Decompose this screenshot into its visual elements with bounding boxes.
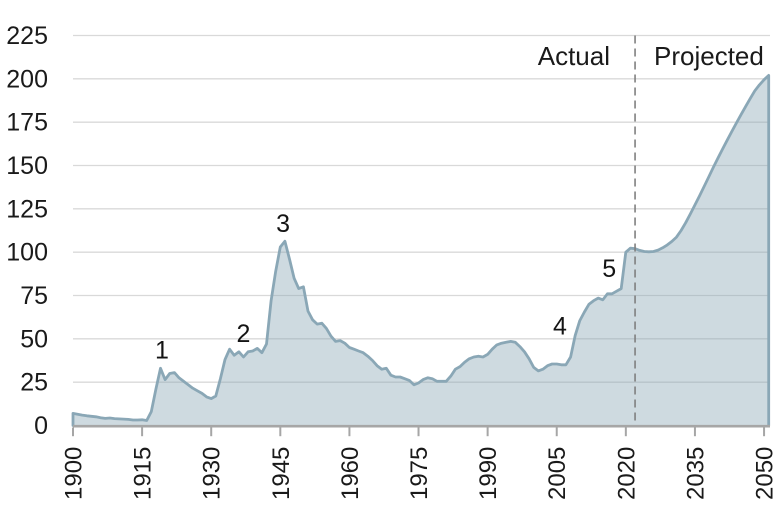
annotation-label: 2 (237, 320, 251, 348)
x-tick-label: 1900 (61, 447, 88, 500)
x-tick-label: 1945 (268, 447, 295, 500)
y-tick-label: 100 (6, 239, 48, 267)
annotation-label: 3 (276, 210, 290, 238)
y-tick-label: 50 (20, 325, 48, 353)
y-tick-label: 175 (6, 109, 48, 137)
x-tick-label: 1990 (475, 447, 502, 500)
x-axis (72, 424, 770, 437)
x-tick-label: 1975 (406, 447, 433, 500)
y-tick-label: 125 (6, 195, 48, 223)
annotation-label: 5 (602, 255, 616, 283)
x-tick-label: 1930 (199, 447, 226, 500)
x-tick-label: 2020 (613, 447, 640, 500)
actual-region-label: Actual (538, 41, 610, 71)
y-tick-label: 75 (20, 282, 48, 310)
projected-region-label: Projected (654, 41, 764, 71)
annotation-label: 1 (155, 337, 169, 365)
area-series (71, 74, 771, 427)
x-axis-labels: 1900 1915 1930 1945 1960 1975 1990 2005 2020 2035… (61, 447, 778, 500)
y-tick-label: 25 (20, 369, 48, 397)
annotation-label: 4 (553, 312, 567, 340)
x-tick-label: 2050 (752, 447, 778, 500)
x-tick-label: 2005 (544, 447, 571, 500)
y-tick-label: 0 (34, 412, 48, 440)
y-axis-labels: 0 25 50 75 100 125 150 175 200 225 (6, 22, 48, 440)
y-tick-label: 150 (6, 152, 48, 180)
series-line (71, 74, 771, 427)
annotations: 1 2 3 4 5 (155, 210, 616, 365)
x-tick-label: 2035 (682, 447, 709, 500)
x-tick-label: 1960 (337, 447, 364, 500)
gridlines (73, 34, 770, 383)
area-fill (73, 75, 769, 426)
x-tick-label: 1915 (130, 447, 157, 500)
y-tick-label: 200 (6, 65, 48, 93)
y-tick-label: 225 (6, 22, 48, 50)
